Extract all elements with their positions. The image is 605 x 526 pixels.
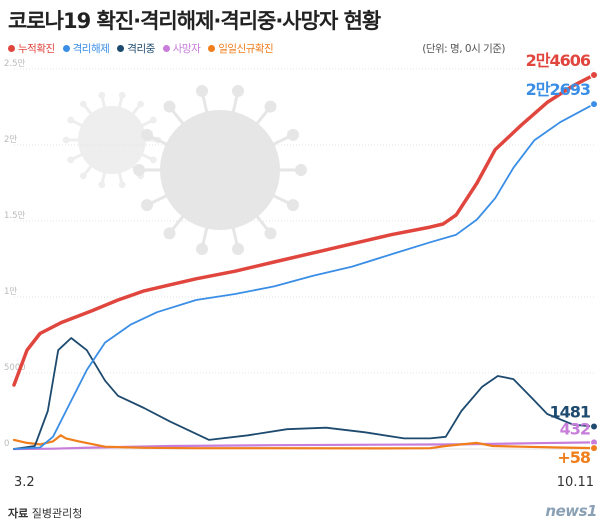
virus-spike-tip [232,85,245,98]
series-line [12,434,596,450]
source-label: 자료 [8,507,29,520]
series-line [12,73,596,387]
legend-dot-icon [62,45,70,52]
y-tick-label: 2만 [4,135,17,145]
legend-label: 일일신규확진 [218,43,274,55]
virus-illustration [62,85,307,255]
y-tick-label: 2.5만 [4,59,26,69]
legend-label: 격리중 [127,43,155,55]
virus-spike-tip [286,199,299,212]
series-end-label: 2만2693 [526,80,590,99]
series-end-dot [590,70,598,79]
legend-dot-icon [117,45,125,52]
legend-dot-icon [162,45,170,52]
series-line [12,441,596,451]
virus-spike-tip [286,128,299,141]
virus-large-icon [133,85,307,255]
virus-spike-tip [141,199,154,212]
virus-small-icon [62,91,162,189]
virus-spike-tip [118,91,126,99]
news1-logo: news1 [545,502,597,520]
virus-spike-tip [264,100,277,113]
legend-label: 사망자 [172,43,201,55]
virus-spike-tip [141,128,154,141]
series-line [13,103,595,450]
legend: 누적확진 격리해제 격리중 사망자 일일신규확진 [8,41,274,56]
unit-note: (단위: 명, 0시 기준) [422,43,505,55]
legend-dot-icon [208,45,216,52]
virus-spike-tip [118,181,126,189]
virus-spike-tip [195,85,208,98]
virus-spike-tip [163,100,176,113]
virus-spike-tip [149,116,157,124]
legend-item-isolated: 격리중 [117,41,155,56]
y-tick-label: 1.5만 [4,211,26,221]
virus-spike-tip [163,227,176,240]
legend-dot-icon [8,45,15,52]
source-note: 자료 질병관리청 [8,505,82,521]
y-tick-label: 5000 [4,363,26,373]
series-end-label: 2만4606 [526,51,591,70]
virus-spike-tip [67,156,75,164]
virus-spike-tip [62,136,70,144]
series-end-label: 1481 [549,402,590,421]
virus-spike-tip [133,164,145,176]
legend-item-daily: 일일신규확진 [208,41,274,56]
legend-item-released: 격리해제 [62,41,110,56]
series-end-dot [590,100,598,109]
virus-spike-tip [67,116,75,124]
virus-spike-tip [264,227,277,240]
series-end-label: 432 [560,419,590,438]
series-end-dot [590,422,598,431]
series-line [13,337,595,450]
virus-spike-tip [137,100,145,108]
virus-spike-tip [149,156,157,164]
series-end-dot [590,444,598,453]
virus-body [78,106,146,174]
virus-body [160,110,280,230]
chart-series [12,70,598,453]
legend-item-deaths: 사망자 [162,41,201,56]
virus-spike-tip [232,242,245,255]
virus-spike-tip [79,100,87,108]
virus-spike-tip [98,181,106,189]
y-tick-label: 1만 [4,287,17,297]
legend-label: 누적확진 [18,43,55,55]
y-tick-label: 0 [4,439,9,449]
virus-spike-tip [98,91,106,99]
series-end-label: +58 [557,448,591,467]
virus-spike-tip [295,164,307,176]
legend-item-cumulative: 누적확진 [8,41,55,56]
x-tick-label: 3.2 [14,475,35,490]
virus-spike-tip [195,242,208,255]
legend-label: 격리해제 [72,43,110,55]
virus-spike-tip [79,172,87,180]
page-title: 코로나19 확진·격리해제·격리중·사망자 현황 [8,9,381,33]
source-value: 질병관리청 [31,507,83,520]
x-tick-label: 10.11 [557,475,594,490]
